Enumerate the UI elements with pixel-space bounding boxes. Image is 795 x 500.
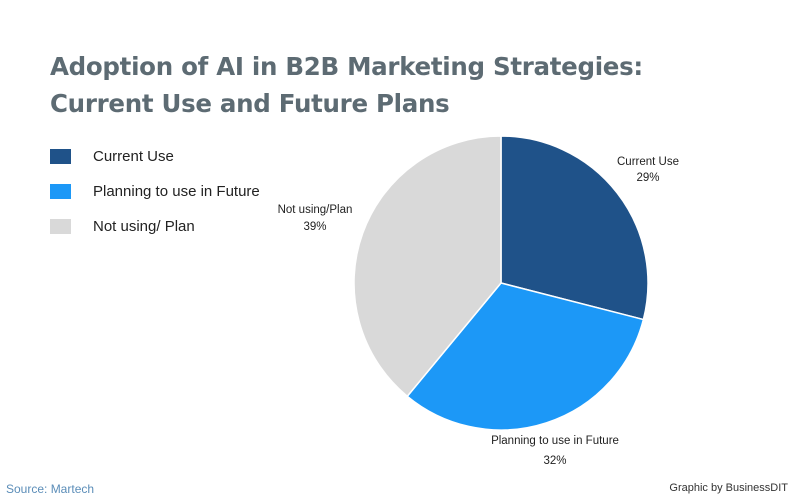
legend-item-planning: Planning to use in Future: [50, 181, 260, 201]
chart-legend: Current Use Planning to use in Future No…: [50, 146, 260, 251]
legend-swatch-not-using: [50, 218, 71, 234]
legend-item-current-use: Current Use: [50, 146, 260, 166]
slice-label-planning: Planning to use in Future: [491, 435, 619, 447]
legend-label-planning: Planning to use in Future: [93, 182, 260, 200]
pie-slice-current-use: [500, 135, 649, 321]
slice-value-not-using: 39%: [303, 221, 326, 233]
pie-slice-planning: [406, 282, 645, 431]
legend-swatch-current-use: [50, 148, 71, 164]
graphic-credit: Graphic by BusinessDIT: [669, 482, 788, 494]
legend-swatch-planning: [50, 183, 71, 199]
chart-title-line-1: Adoption of AI in B2B Marketing Strategi…: [50, 52, 643, 81]
slice-value-current-use: 29%: [636, 172, 659, 184]
chart-title-line-2: Current Use and Future Plans: [50, 89, 450, 118]
slice-label-not-using: Not using/Plan: [278, 204, 353, 216]
slice-label-current-use: Current Use: [617, 156, 679, 168]
legend-label-not-using: Not using/ Plan: [93, 217, 195, 235]
legend-label-current-use: Current Use: [93, 147, 174, 165]
pie-slice-not-using: [353, 135, 502, 398]
legend-item-not-using: Not using/ Plan: [50, 216, 260, 236]
slice-value-planning: 32%: [543, 455, 566, 467]
chart-title: Adoption of AI in B2B Marketing Strategi…: [50, 48, 650, 122]
source-note: Source: Martech: [6, 482, 95, 496]
